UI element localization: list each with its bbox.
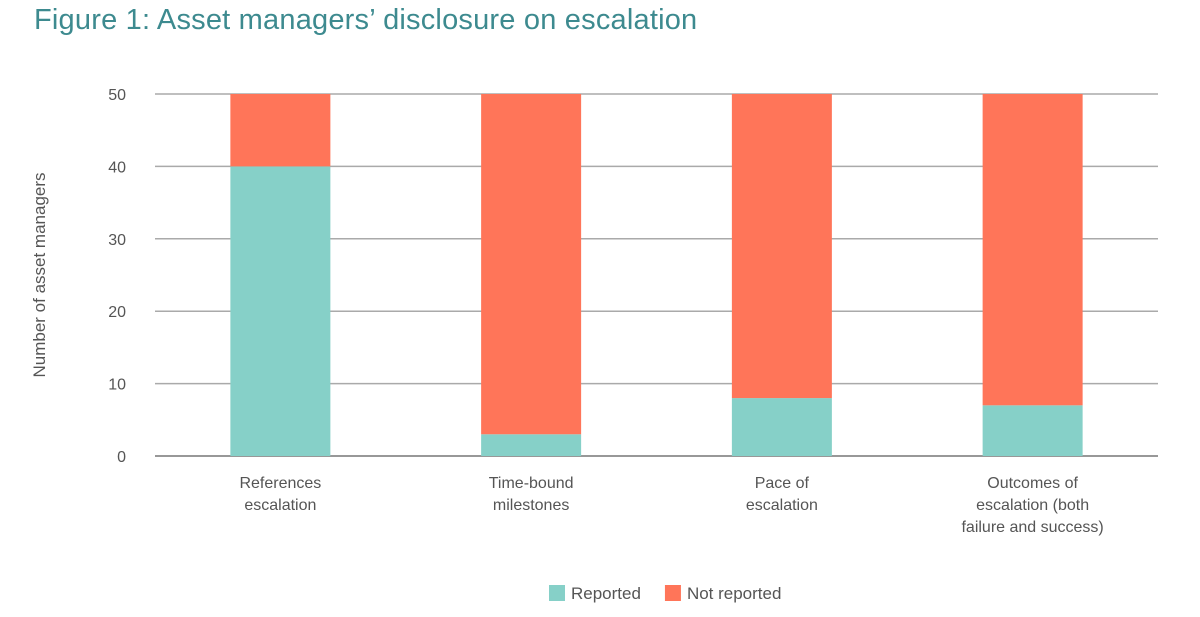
x-tick-label: Pace of [755,475,810,492]
legend-label: Not reported [687,584,782,603]
x-tick-label: milestones [493,497,569,514]
y-tick-label: 20 [108,304,126,321]
legend-swatch [664,585,681,601]
y-tick-label: 50 [108,87,126,104]
y-tick-label: 40 [108,159,126,176]
x-tick-label: escalation [244,497,316,514]
bar-reported [230,166,331,456]
y-axis-label: Number of asset managers [30,172,49,377]
bar-reported [982,405,1083,456]
bar-not-reported [731,94,832,399]
legend-swatch [549,585,565,601]
x-tick-label: escalation [746,497,818,514]
x-tick-label: Time-bound [489,475,574,492]
x-tick-label: failure and success) [961,519,1103,536]
y-tick-label: 30 [108,232,126,249]
bar-not-reported [230,94,331,167]
y-tick-label: 0 [117,449,126,466]
bar-reported [731,398,832,456]
x-tick-label: References [239,475,321,492]
bar-reported [481,434,582,456]
y-tick-label: 10 [108,377,126,394]
x-tick-label: escalation (both [976,497,1089,514]
bar-not-reported [982,94,1083,406]
bar-not-reported [481,94,582,435]
chart-title: Figure 1: Asset managers’ disclosure on … [34,4,698,36]
legend-label: Reported [571,584,641,603]
x-tick-label: Outcomes of [987,475,1078,492]
